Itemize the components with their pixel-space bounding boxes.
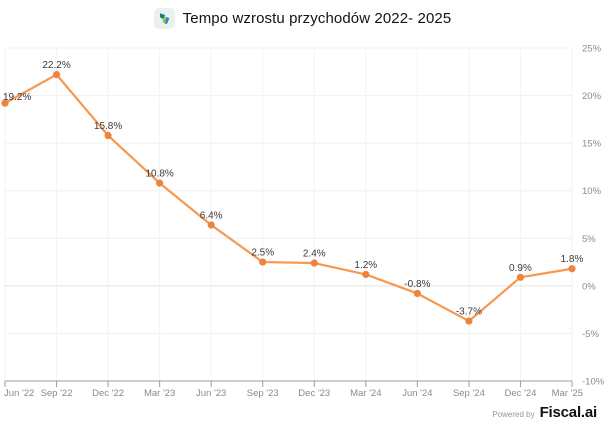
data-point[interactable] [259,258,267,266]
data-point-label: 0.9% [509,263,532,274]
x-axis-label: Mar '25 [552,388,583,399]
data-point[interactable] [1,99,9,107]
data-point[interactable] [104,131,112,140]
x-axis-label: Jun '24 [402,388,432,399]
y-axis-label: 10% [582,186,602,197]
chart-header: Tempo wzrostu przychodów 2022- 2025 [0,8,605,29]
y-axis-label: -5% [582,329,599,340]
y-axis-label: 20% [582,91,602,102]
data-point[interactable] [568,265,576,273]
data-point-label: 2.4% [303,249,326,260]
x-axis-label: Dec '22 [92,388,124,399]
data-point[interactable] [362,270,370,279]
x-axis-label: Jun '22 [4,388,34,399]
powered-by: Powered by Fiscal.ai [492,404,597,421]
data-point[interactable] [156,179,164,187]
x-axis-label: Sep '22 [41,388,73,399]
data-point[interactable] [207,221,215,229]
x-axis-label: Sep '24 [453,388,485,399]
data-point[interactable] [52,71,61,79]
x-axis-label: Dec '23 [298,388,330,399]
fiscal-logo-icon [153,8,175,29]
x-axis-label: Sep '23 [247,388,279,399]
y-axis-label: 0% [582,281,596,292]
powered-by-label: Powered by [492,410,535,419]
y-axis-label: -10% [582,377,605,388]
y-axis-label: 5% [582,234,596,245]
data-point-label: 22.2% [42,60,70,71]
data-point-label: -3.7% [456,307,482,318]
x-axis-label: Mar '24 [350,388,381,399]
data-point-label: 10.8% [145,169,173,180]
data-point[interactable] [465,317,473,325]
data-point-label: -0.8% [404,279,430,290]
chart-title: Tempo wzrostu przychodów 2022- 2025 [182,10,452,27]
data-point-label: 1.8% [561,254,584,265]
x-axis-label: Mar '23 [144,388,175,399]
data-point[interactable] [413,289,421,298]
revenue-growth-line [3,73,574,323]
y-axis-label: 25% [582,44,602,55]
data-point-label: 15.8% [94,121,122,132]
x-axis-label: Jun '23 [196,388,226,399]
data-point-label: 2.5% [251,248,274,259]
y-axis-label: 15% [582,139,602,150]
data-point-label: 19.2% [3,92,31,103]
fiscal-brand-logo[interactable]: Fiscal.ai [539,404,598,421]
data-point[interactable] [310,259,318,267]
data-point-label: 1.2% [354,260,377,271]
data-point[interactable] [516,273,525,281]
data-point-label: 6.4% [200,210,223,221]
x-axis-label: Dec '24 [504,388,536,399]
